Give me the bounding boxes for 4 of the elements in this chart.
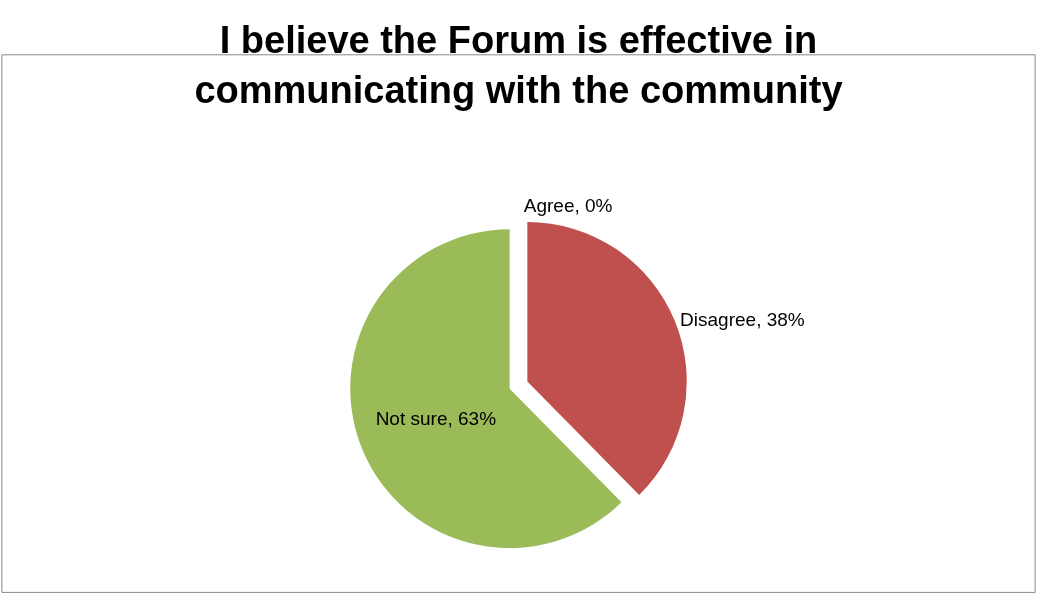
category-label: Agree, 0%	[523, 195, 613, 217]
slice-label: Disagree, 38%	[680, 308, 805, 330]
slice-label: Not sure, 63%	[375, 408, 497, 430]
chart-title: I believe the Forum is effective in communicating with the community	[194, 19, 843, 111]
